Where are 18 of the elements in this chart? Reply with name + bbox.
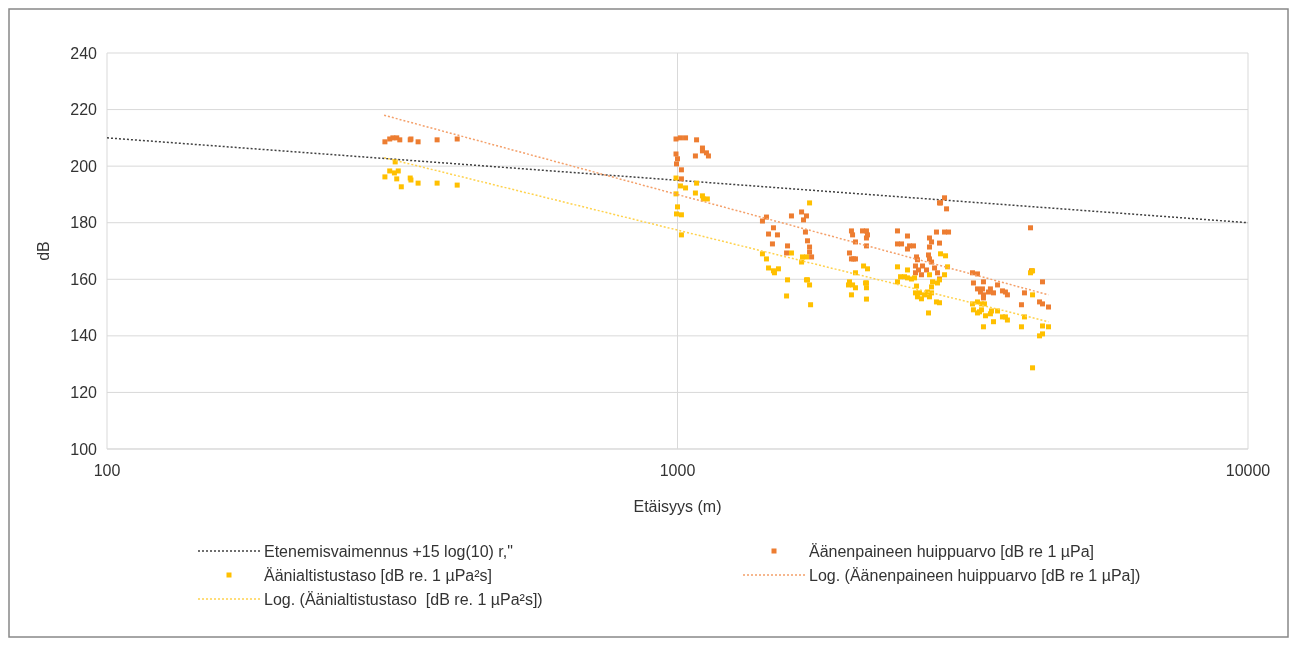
legend-label: Etenemisvaimennus +15 log(10) r," xyxy=(264,542,513,560)
x-tick-label: 10000 xyxy=(1225,462,1271,479)
x-tick-label: 1000 xyxy=(659,462,696,479)
y-tick-label: 180 xyxy=(70,214,98,232)
x-axis-title: Etäisyys (m) xyxy=(633,498,722,515)
y-tick-label: 200 xyxy=(70,157,98,175)
legend-label: Äänenpaineen huippuarvo [dB re 1 µPa] xyxy=(809,542,1094,560)
y-tick-label: 240 xyxy=(70,44,98,62)
y-tick-label: 120 xyxy=(70,384,98,402)
y-tick-label: 140 xyxy=(70,327,98,345)
legend-label: Äänialtistustaso [dB re. 1 µPa²s] xyxy=(264,566,492,584)
legend-label: Log. (Äänenpaineen huippuarvo [dB re 1 µPa]) xyxy=(809,566,1141,584)
y-tick-label: 100 xyxy=(70,440,98,458)
y-tick-label: 160 xyxy=(70,270,98,288)
legend-label: Log. (Äänialtistustaso [dB re. 1 µPa²s]) xyxy=(264,590,543,608)
y-axis-title: dB xyxy=(35,241,52,261)
x-tick-label: 100 xyxy=(93,462,121,479)
y-tick-label: 220 xyxy=(70,101,98,119)
